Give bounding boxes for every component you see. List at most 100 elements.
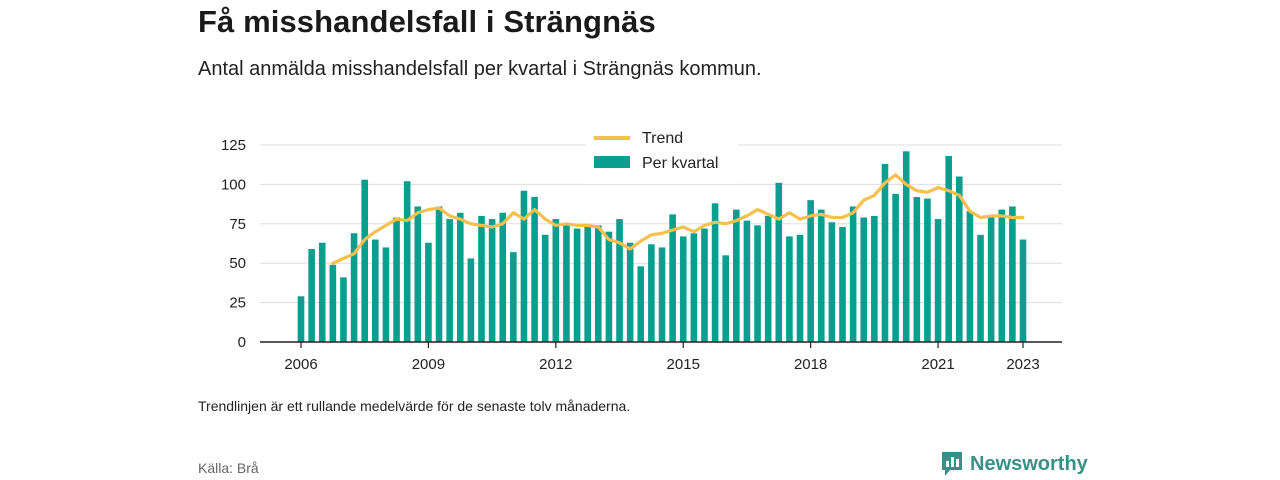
bar (541, 234, 549, 342)
x-tick-label: 2012 (539, 356, 572, 373)
bar (488, 219, 496, 342)
bar (913, 197, 921, 342)
bar (924, 198, 931, 342)
bar (669, 214, 676, 342)
legend-background (586, 126, 738, 184)
legend-trend-label: Trend (642, 130, 683, 147)
bar (733, 209, 740, 342)
bar (648, 244, 655, 342)
footnote: Trendlinjen är ett rullande medelvärde f… (198, 398, 631, 414)
legend-bar-swatch (594, 156, 630, 168)
bar (902, 151, 910, 342)
bar (849, 206, 857, 342)
bar (499, 212, 507, 342)
x-tick-label: 2015 (667, 356, 700, 373)
bar (945, 156, 952, 342)
bar (329, 264, 337, 342)
bar (616, 219, 623, 342)
newsworthy-logo[interactable]: Newsworthy (940, 450, 1088, 478)
bar (393, 217, 400, 342)
bar (637, 266, 645, 342)
bar (425, 242, 432, 342)
bar (987, 215, 995, 342)
bar (1019, 239, 1027, 342)
chart-subtitle: Antal anmälda misshandelsfall per kvarta… (198, 58, 762, 80)
bar (796, 234, 804, 342)
y-tick-label: 25 (229, 295, 246, 312)
trend-line (331, 173, 1025, 265)
y-tick-label: 125 (221, 137, 246, 154)
bar (478, 215, 485, 342)
bar (743, 220, 751, 342)
bar (350, 233, 358, 342)
y-tick-label: 0 (238, 334, 246, 351)
legend: Trend Per kvartal (586, 126, 738, 184)
bar (934, 219, 942, 342)
bar (711, 203, 719, 342)
bar (552, 219, 560, 342)
x-axis: 2006 2009 2012 2015 2018 2021 2023 (260, 341, 1062, 373)
bar (510, 252, 517, 342)
bar (786, 236, 793, 342)
bar (318, 242, 326, 342)
bar (531, 197, 538, 342)
bar (520, 190, 528, 342)
bar (456, 212, 464, 342)
bar (1009, 206, 1016, 342)
bar (297, 296, 305, 342)
y-axis: 0 25 50 75 100 125 (221, 137, 246, 351)
bar (308, 249, 315, 342)
bar (340, 277, 347, 342)
bar (435, 206, 443, 342)
bar (881, 163, 889, 342)
bar (403, 181, 411, 342)
bar (871, 215, 878, 342)
brand-name: Newsworthy (970, 452, 1088, 475)
bar (998, 209, 1006, 342)
bar (626, 242, 634, 342)
y-tick-label: 100 (221, 176, 246, 193)
bar (361, 179, 369, 342)
x-tick-label: 2018 (794, 356, 827, 373)
bar (690, 233, 698, 342)
bar (807, 200, 814, 342)
bar (563, 225, 570, 342)
legend-bar-label: Per kvartal (642, 155, 718, 172)
bar (817, 209, 825, 342)
x-tick-label: 2006 (284, 356, 317, 373)
bar (860, 217, 868, 342)
bar (594, 225, 602, 342)
bar (828, 222, 836, 342)
bar (679, 236, 687, 342)
bar-series (297, 151, 1027, 342)
bar (775, 182, 783, 342)
bar (764, 215, 772, 342)
newsworthy-icon (942, 452, 962, 476)
x-tick-label: 2009 (412, 356, 445, 373)
bar (584, 226, 591, 342)
x-tick-label: 2021 (921, 356, 954, 373)
x-tick-label: 2023 (1006, 356, 1039, 373)
bar (754, 225, 761, 342)
y-tick-label: 50 (229, 255, 246, 272)
bar (892, 193, 899, 342)
y-tick-label: 75 (229, 216, 246, 233)
bar (605, 231, 613, 342)
bar (701, 228, 708, 342)
chart-title: Få misshandelsfall i Strängnäs (198, 4, 656, 39)
bar (722, 255, 730, 342)
bar (977, 234, 984, 342)
bar (955, 176, 963, 342)
bar (382, 247, 390, 342)
bar (573, 228, 581, 342)
source-label: Källa: Brå (198, 460, 259, 476)
bar (446, 219, 453, 342)
bar (414, 206, 422, 342)
bar (966, 211, 974, 342)
bar (839, 226, 846, 342)
bar (372, 239, 379, 342)
trend-series (331, 173, 1025, 265)
bar (658, 247, 666, 342)
bar (467, 258, 475, 342)
